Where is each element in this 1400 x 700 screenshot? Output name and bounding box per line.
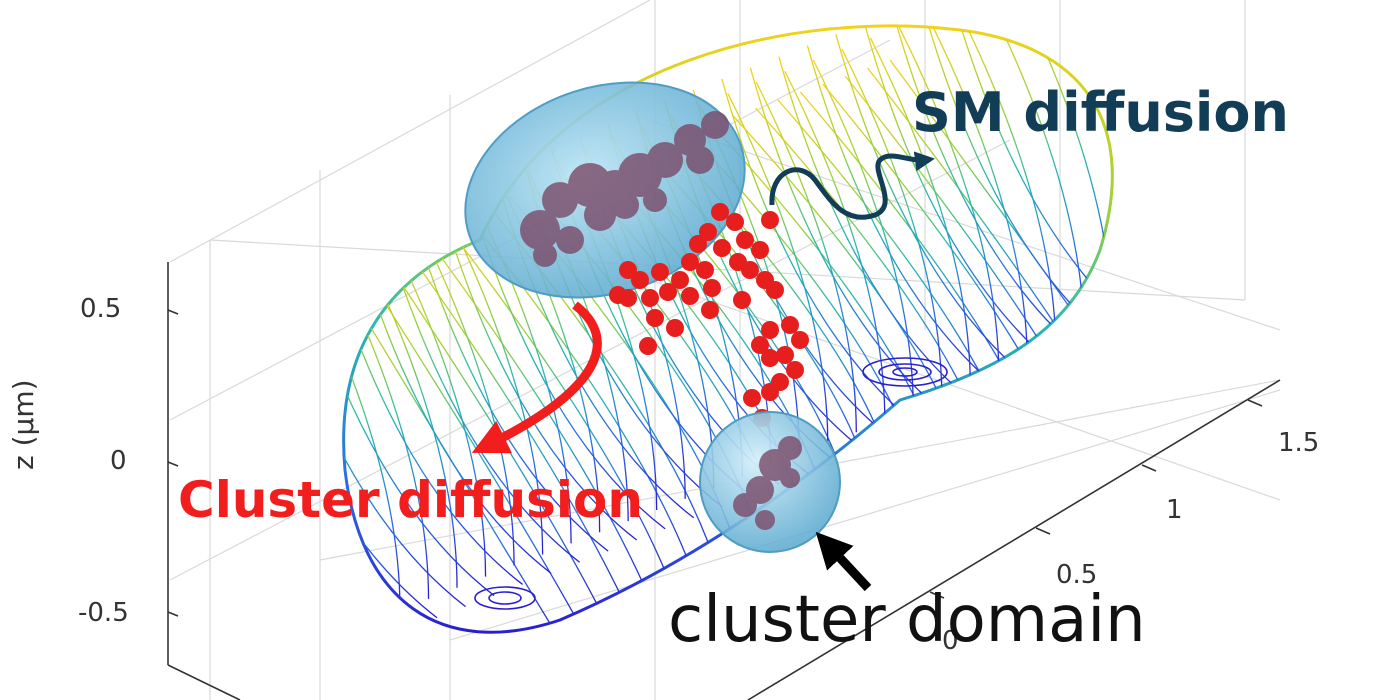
cluster-diffusion-label: Cluster diffusion — [178, 471, 643, 529]
cluster-domain-large — [464, 81, 746, 299]
cluster-domain-label: cluster domain — [668, 583, 1146, 657]
sm-diffusion-arrow — [769, 151, 935, 220]
cluster-domain-arrow — [815, 531, 872, 592]
cluster-domain-small — [699, 411, 841, 553]
capsule-poles — [474, 357, 948, 610]
cluster-diffusion-arrow — [471, 301, 602, 454]
cluster-points — [609, 203, 809, 427]
z-tick-2: -0.5 — [78, 598, 129, 628]
capsule-body — [342, 24, 1114, 634]
y-tick-1: 1 — [1166, 495, 1183, 525]
domain-contents-small — [733, 436, 802, 530]
sm-diffusion-label: SM diffusion — [912, 81, 1289, 144]
z-tick-0: 0.5 — [80, 294, 122, 324]
z-tick-1: 0 — [110, 446, 127, 476]
y-tick-2: 0.5 — [1056, 560, 1098, 590]
domain-contents-large — [520, 111, 729, 267]
front-axes — [167, 262, 1281, 700]
z-axis-label: z (μm) — [7, 379, 40, 470]
y-tick-0: 1.5 — [1278, 428, 1320, 458]
y-tick-3: 0 — [942, 626, 959, 656]
